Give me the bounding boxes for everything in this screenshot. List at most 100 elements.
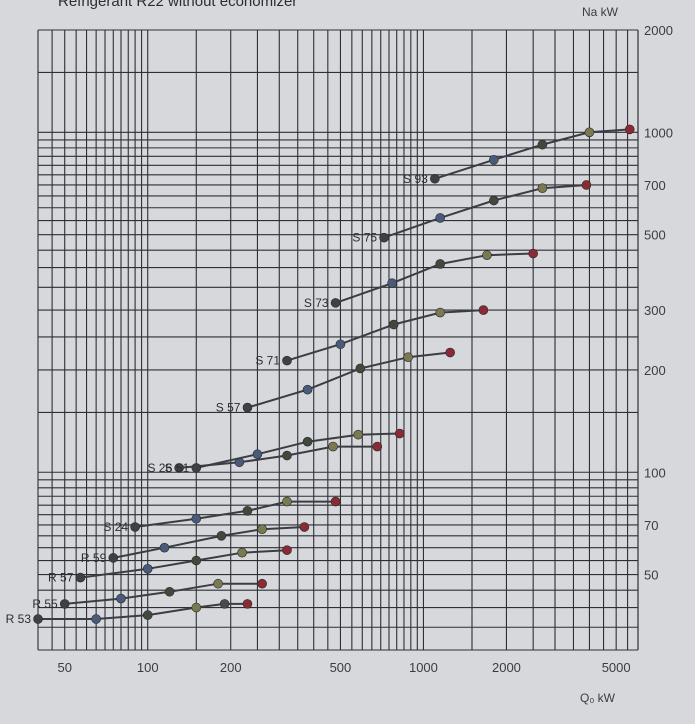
data-point (328, 441, 338, 452)
data-point (489, 195, 499, 206)
data-point (252, 449, 263, 460)
data-point (581, 180, 592, 190)
data-point (379, 232, 389, 243)
y-tick-label: 1000 (644, 125, 673, 140)
series-line (434, 128, 630, 180)
series-r-55: R 55 (32, 578, 267, 611)
data-point (216, 531, 227, 541)
series-label: S 75 (352, 231, 377, 245)
series-s-51: S 51 (165, 428, 405, 475)
chart-grid (37, 29, 639, 651)
series-s-57: S 57 (216, 347, 455, 415)
series-line (38, 602, 248, 620)
chart-title: Refrigerant R22 without economizer (58, 0, 297, 10)
data-point (282, 545, 292, 555)
data-point (191, 513, 202, 524)
x-tick-label: 500 (330, 660, 352, 675)
data-point (91, 614, 101, 624)
data-point (528, 248, 538, 259)
y-tick-label: 200 (644, 363, 666, 378)
series-label: S 51 (165, 461, 190, 475)
data-point (330, 298, 341, 308)
series-layer: R 53R 55 R 57 R 59 S 24 S 26S 51 S 57 S 71 S 73… (6, 124, 635, 626)
series-line (383, 184, 587, 239)
series-s-71: S 71 (255, 305, 489, 368)
data-point (353, 429, 364, 440)
data-point (33, 614, 43, 624)
series-s-75: S 75 (352, 180, 592, 245)
x-tick-label: 5000 (602, 660, 631, 675)
data-point (282, 496, 292, 507)
y-tick-label: 50 (644, 568, 658, 583)
data-point (387, 278, 397, 288)
data-point (108, 553, 119, 563)
data-point (242, 506, 253, 516)
data-point (482, 250, 492, 261)
data-point (435, 307, 445, 318)
data-point (242, 402, 253, 413)
data-point (394, 428, 405, 439)
x-tick-label: 1000 (409, 660, 438, 675)
series-s-93: S 93 (403, 124, 635, 186)
x-tick-label: 200 (220, 660, 242, 675)
data-point (478, 305, 489, 315)
data-point (219, 599, 230, 609)
data-point (191, 602, 202, 613)
data-point (388, 319, 399, 330)
data-point (435, 213, 445, 223)
data-point (116, 593, 126, 604)
data-point (59, 599, 70, 609)
x-axis-label: Q₀ kW (580, 691, 616, 705)
x-tick-label: 100 (137, 660, 159, 675)
data-point (355, 363, 366, 374)
data-point (624, 124, 635, 135)
data-point (403, 352, 413, 363)
y-tick-label: 100 (644, 465, 666, 480)
data-point (302, 436, 313, 447)
series-label: S 24 (103, 520, 128, 534)
data-point (213, 578, 223, 589)
data-point (435, 259, 445, 269)
data-point (372, 441, 383, 452)
y-tick-label: 300 (644, 303, 666, 318)
series-label: R 53 (6, 612, 32, 626)
series-line (64, 582, 263, 605)
y-tick-label: 500 (644, 228, 666, 243)
data-point (257, 524, 267, 534)
data-point (282, 450, 292, 461)
series-label: R 57 (48, 571, 74, 585)
data-point (335, 339, 346, 350)
data-point (164, 586, 175, 597)
series-r-53: R 53 (6, 599, 253, 626)
series-label: R 59 (81, 551, 107, 565)
series-label: S 73 (304, 296, 329, 310)
series-r-57: R 57 (48, 545, 292, 585)
data-point (142, 563, 153, 574)
x-tick-label: 50 (57, 660, 71, 675)
data-point (282, 355, 292, 366)
x-tick-label: 2000 (492, 660, 521, 675)
data-point (489, 155, 499, 165)
y-axis-label: Na kW (582, 5, 619, 19)
series-label: S 71 (255, 354, 280, 368)
data-point (242, 599, 253, 609)
data-point (302, 384, 313, 395)
data-point (142, 610, 153, 620)
data-point (445, 347, 455, 358)
y-tick-label: 70 (644, 518, 658, 533)
data-point (130, 522, 140, 532)
series-r-59: R 59 (81, 522, 310, 565)
series-line (335, 252, 534, 304)
y-tick-label: 700 (644, 178, 666, 193)
data-point (174, 463, 184, 473)
series-label: S 26 (147, 461, 172, 475)
series-label: S 57 (216, 401, 241, 415)
data-point (191, 463, 202, 473)
data-point (75, 572, 86, 583)
data-point (299, 522, 310, 532)
data-point (330, 496, 341, 507)
data-point (191, 555, 202, 566)
y-tick-label: 2000 (644, 23, 673, 38)
